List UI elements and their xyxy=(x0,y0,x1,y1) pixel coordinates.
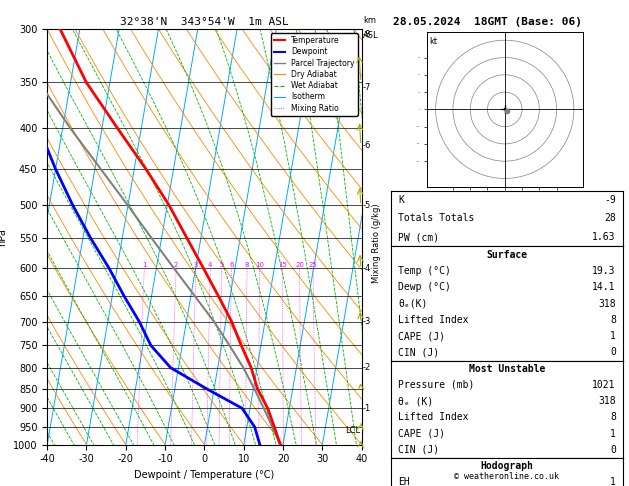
Text: 318: 318 xyxy=(598,396,616,406)
Text: Temp (°C): Temp (°C) xyxy=(398,266,451,276)
Text: -5: -5 xyxy=(362,201,370,210)
Text: -3: -3 xyxy=(362,317,371,326)
Text: -6: -6 xyxy=(362,141,371,150)
Text: Lifted Index: Lifted Index xyxy=(398,315,469,325)
Text: 8: 8 xyxy=(610,315,616,325)
Text: 1: 1 xyxy=(610,429,616,438)
Text: Pressure (mb): Pressure (mb) xyxy=(398,380,474,390)
Text: θₑ (K): θₑ (K) xyxy=(398,396,433,406)
Text: K: K xyxy=(398,195,404,205)
Text: Most Unstable: Most Unstable xyxy=(469,364,545,374)
Text: 14.1: 14.1 xyxy=(593,282,616,292)
Text: 0: 0 xyxy=(610,347,616,358)
Text: Hodograph: Hodograph xyxy=(481,461,533,471)
Text: 10: 10 xyxy=(255,262,264,268)
X-axis label: Dewpoint / Temperature (°C): Dewpoint / Temperature (°C) xyxy=(135,470,274,480)
Text: PW (cm): PW (cm) xyxy=(398,232,439,242)
Text: -4: -4 xyxy=(362,264,370,273)
Text: 25: 25 xyxy=(309,262,318,268)
Text: 1.63: 1.63 xyxy=(593,232,616,242)
Text: km: km xyxy=(363,16,376,25)
Text: -1: -1 xyxy=(362,404,370,413)
Text: 2: 2 xyxy=(174,262,179,268)
Text: © weatheronline.co.uk: © weatheronline.co.uk xyxy=(455,472,559,481)
Text: 3: 3 xyxy=(194,262,198,268)
Text: Totals Totals: Totals Totals xyxy=(398,213,474,224)
Text: 5: 5 xyxy=(220,262,224,268)
Text: LCL: LCL xyxy=(345,426,360,435)
Text: Mixing Ratio (g/kg): Mixing Ratio (g/kg) xyxy=(372,203,381,283)
Text: Dewp (°C): Dewp (°C) xyxy=(398,282,451,292)
Text: kt: kt xyxy=(430,37,438,46)
Text: CAPE (J): CAPE (J) xyxy=(398,429,445,438)
Text: EH: EH xyxy=(398,477,410,486)
Text: CIN (J): CIN (J) xyxy=(398,445,439,455)
Text: 1: 1 xyxy=(610,477,616,486)
Text: 28.05.2024  18GMT (Base: 06): 28.05.2024 18GMT (Base: 06) xyxy=(393,17,582,27)
Text: 1021: 1021 xyxy=(593,380,616,390)
Text: 318: 318 xyxy=(598,298,616,309)
Text: CIN (J): CIN (J) xyxy=(398,347,439,358)
Text: θₑ(K): θₑ(K) xyxy=(398,298,428,309)
Text: Surface: Surface xyxy=(486,249,528,260)
Text: 20: 20 xyxy=(295,262,304,268)
Text: 1: 1 xyxy=(610,331,616,341)
Text: -2: -2 xyxy=(362,363,370,372)
Text: -9: -9 xyxy=(604,195,616,205)
Text: -8: -8 xyxy=(362,30,371,39)
Text: 19.3: 19.3 xyxy=(593,266,616,276)
Legend: Temperature, Dewpoint, Parcel Trajectory, Dry Adiabat, Wet Adiabat, Isotherm, Mi: Temperature, Dewpoint, Parcel Trajectory… xyxy=(270,33,358,116)
Text: 6: 6 xyxy=(229,262,234,268)
Text: -7: -7 xyxy=(362,83,371,92)
Text: 8: 8 xyxy=(245,262,249,268)
Text: 15: 15 xyxy=(278,262,287,268)
Text: ASL: ASL xyxy=(363,31,379,40)
Text: 4: 4 xyxy=(208,262,213,268)
Text: 8: 8 xyxy=(610,412,616,422)
Text: 1: 1 xyxy=(142,262,147,268)
Title: 32°38'N  343°54'W  1m ASL: 32°38'N 343°54'W 1m ASL xyxy=(120,17,289,27)
Text: CAPE (J): CAPE (J) xyxy=(398,331,445,341)
Y-axis label: hPa: hPa xyxy=(0,228,8,246)
Text: 28: 28 xyxy=(604,213,616,224)
Text: Lifted Index: Lifted Index xyxy=(398,412,469,422)
Text: 0: 0 xyxy=(610,445,616,455)
